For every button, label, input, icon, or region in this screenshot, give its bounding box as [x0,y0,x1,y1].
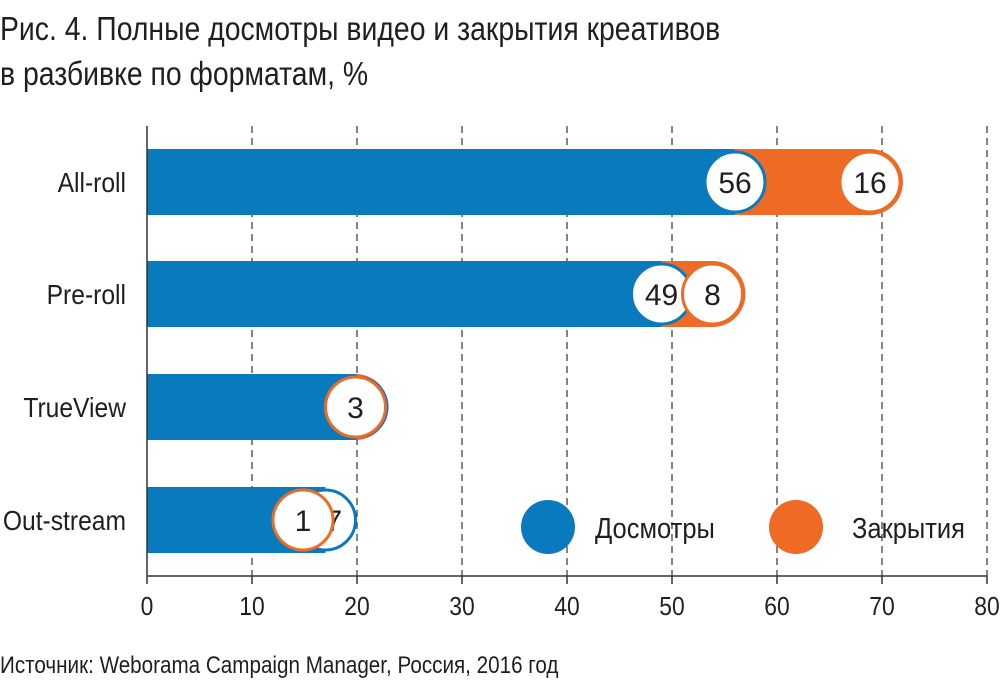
x-tick-label: 10 [239,593,264,622]
closes-value-label: 16 [853,167,886,200]
closes-value-marker [271,488,335,552]
category-label: Pre-roll [47,279,126,311]
bar-row: 171 [147,487,357,553]
x-tick-label: 40 [554,593,579,622]
closes-value-label: 8 [704,279,721,312]
source-note: Источник: Weborama Campaign Manager, Рос… [0,652,559,679]
legend-label: Досмотры [595,511,715,544]
closes-value-label: 3 [347,392,364,425]
x-tick-label: 60 [764,593,789,622]
category-label: All-roll [58,167,126,199]
bar-views [147,374,357,440]
chart-title-line2: в разбивке по форматам, % [0,55,369,92]
category-labels: All-roll Pre-roll TrueView Out-stream [3,167,127,537]
x-axis: 0 10 20 30 40 50 60 70 80 [141,126,1000,621]
bar-views [147,261,662,327]
bar-row: 203 [147,374,389,440]
legend-label: Закрытия [852,511,965,544]
closes-value-label: 1 [295,505,312,538]
bar-views [147,149,735,215]
x-tick-label: 80 [974,593,999,622]
closes-value-marker [324,375,387,439]
bars: 56 16 49 8 203 171 [147,149,903,553]
views-value-marker [703,150,767,214]
chart-title: Рис. 4. Полные досмотры видео и закрытия… [0,6,860,96]
x-tick-label: 30 [449,593,474,622]
views-value-label: 49 [645,279,678,312]
closes-value-marker [681,262,744,326]
views-value-label: 56 [718,167,751,200]
chart-title-line1: Рис. 4. Полные досмотры видео и закрытия… [0,10,721,47]
bar-row: 49 8 [147,261,746,327]
x-tick-label: 0 [141,593,154,622]
x-tick-label: 70 [869,593,894,622]
category-label: TrueView [23,392,127,424]
legend: Досмотры Закрытия [521,500,965,554]
category-label: Out-stream [3,505,126,537]
x-tick-label: 50 [659,593,684,622]
legend-swatch [769,500,823,554]
x-tick-label: 20 [344,593,369,622]
legend-swatch [521,500,575,554]
closes-value-marker [838,150,902,214]
bar-row: 56 16 [147,149,903,215]
